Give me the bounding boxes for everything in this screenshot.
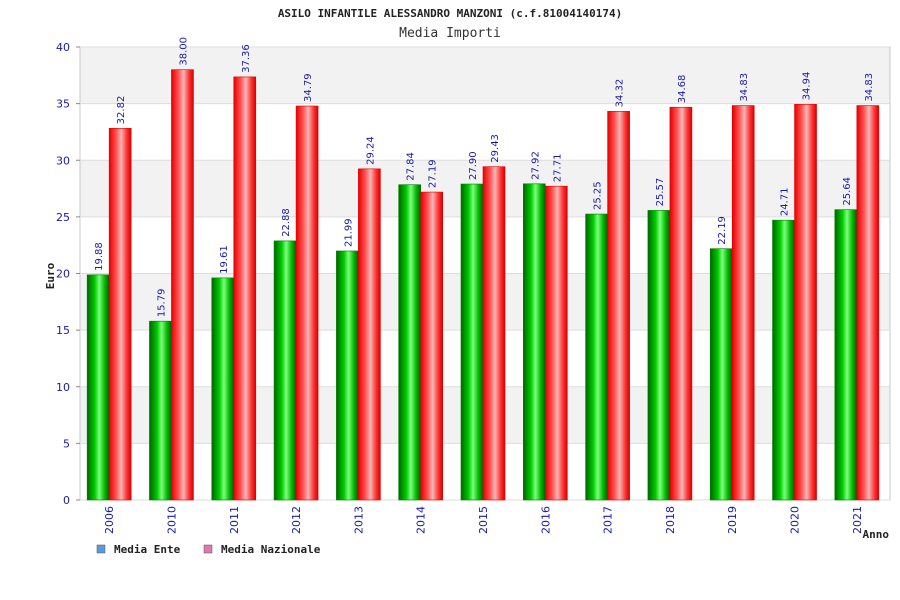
bar-media-nazionale-2021 [856,105,880,501]
bar-media-ente-2016 [523,183,546,501]
bar-media-nazionale-2019 [731,105,755,501]
legend-label-media-nazionale: Media Nazionale [221,543,321,556]
bar-media-ente-2011 [211,277,235,501]
x-tick-label: 2015 [477,506,490,534]
x-tick-label: 2013 [352,506,365,534]
x-tick-label: 2021 [851,506,864,534]
bar-media-ente-2019 [709,248,733,501]
chart-subtitle: Media Importi [399,26,501,41]
x-tick-label: 2018 [664,506,677,534]
y-tick-label: 30 [56,154,70,167]
data-label: 27.71 [552,154,563,183]
bar-media-ente-2012 [273,240,297,501]
data-label: 22.19 [717,216,728,245]
data-label: 38.00 [178,37,189,66]
bars [86,69,880,501]
bar-media-ente-2014 [398,184,421,501]
data-label: 21.99 [343,218,354,247]
legend: Media Ente Media Nazionale [96,543,321,556]
data-label: 24.71 [780,188,791,217]
data-label: 34.83 [864,73,875,102]
x-tick-label: 2011 [228,506,241,534]
x-axis-ticks: 2006 2010 2011 2012 2013 2014 2015 2016 2017 2018… [103,506,864,534]
data-label: 19.61 [219,245,230,274]
y-tick-label: 15 [56,324,70,337]
data-label: 19.88 [94,242,105,271]
data-label: 15.79 [156,289,167,318]
x-tick-label: 2017 [602,506,615,534]
y-axis-label: Euro [44,262,57,289]
data-label: 25.57 [655,178,666,207]
bar-media-nazionale-2013 [358,168,381,501]
y-tick-label: 35 [56,98,70,111]
x-tick-label: 2006 [103,506,116,534]
data-label: 34.68 [677,75,688,104]
data-label: 27.90 [468,151,479,180]
data-label: 25.25 [593,181,604,210]
data-label: 34.32 [615,79,626,108]
bar-media-nazionale-2020 [794,104,817,501]
bar-media-ente-2006 [86,274,110,501]
data-label: 22.88 [281,208,292,237]
bar-media-nazionale-2018 [669,106,693,501]
legend-swatch-media-nazionale [203,544,213,554]
data-label: 34.94 [802,72,813,101]
bar-media-nazionale-2015 [482,166,506,501]
x-tick-label: 2014 [415,506,428,534]
bar-media-nazionale-2014 [420,191,443,501]
bar-media-ente-2021 [834,209,858,501]
data-label: 37.36 [241,44,252,73]
bar-media-nazionale-2017 [607,111,630,501]
data-labels: 19.88 32.82 15.79 38.00 19.61 37.36 22.88 34.79… [94,37,875,317]
x-tick-label: 2016 [539,506,552,534]
x-tick-label: 2019 [726,506,739,534]
data-label: 27.84 [406,152,417,181]
y-tick-label: 5 [63,437,70,450]
data-label: 27.92 [530,151,541,180]
y-tick-label: 10 [56,381,70,394]
bar-media-ente-2018 [647,210,671,501]
data-label: 34.79 [303,73,314,102]
bar-media-nazionale-2006 [108,128,132,501]
data-label: 32.82 [116,96,127,125]
bar-media-nazionale-2016 [545,185,568,501]
x-axis-label: Anno [863,528,890,541]
legend-swatch-media-ente [96,544,106,554]
legend-label-media-ente: Media Ente [114,543,181,556]
chart-title: ASILO INFANTILE ALESSANDRO MANZONI (c.f.… [278,7,622,20]
x-tick-label: 2020 [789,506,802,534]
bar-media-ente-2015 [460,183,484,501]
y-tick-label: 0 [63,494,70,507]
y-tick-label: 25 [56,211,70,224]
x-tick-label: 2012 [290,506,303,534]
plot-band [80,103,890,161]
y-tick-label: 40 [56,41,70,54]
y-axis-ticks: 0 5 10 15 20 25 30 35 40 [56,41,70,507]
bar-media-ente-2017 [585,213,608,501]
data-label: 25.64 [842,177,853,206]
bar-media-nazionale-2010 [171,69,194,501]
bar-media-ente-2013 [336,250,359,501]
bar-media-ente-2010 [149,320,172,501]
data-label: 29.24 [365,136,376,165]
x-tick-label: 2010 [165,506,178,534]
data-label: 27.19 [428,159,439,188]
bar-media-nazionale-2012 [295,105,319,501]
plot-band [80,47,890,104]
bar-media-ente-2020 [772,219,795,501]
data-label: 34.83 [739,73,750,102]
bar-media-nazionale-2011 [233,76,257,501]
y-tick-label: 20 [56,268,70,281]
data-label: 29.43 [490,134,501,163]
